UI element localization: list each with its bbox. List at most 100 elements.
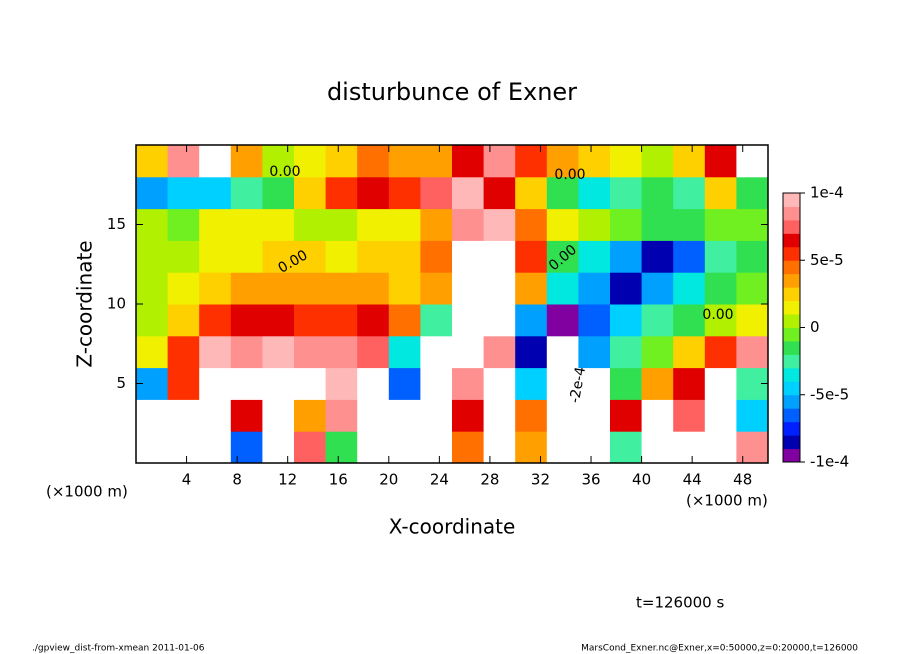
cell: [420, 431, 453, 464]
cell: [136, 431, 169, 464]
colorbar-swatch: [783, 300, 800, 315]
colorbar-swatch: [783, 435, 800, 450]
cell: [199, 367, 232, 400]
cell: [452, 335, 485, 369]
cell: [388, 304, 421, 337]
cell: [294, 304, 327, 337]
cell: [357, 208, 390, 241]
cell: [357, 335, 390, 369]
cell: [641, 335, 674, 369]
colorbar-swatch: [783, 367, 800, 382]
cell: [357, 145, 390, 178]
cell: [483, 272, 516, 305]
cell: [641, 208, 674, 241]
cell: [610, 145, 643, 178]
colorbar-swatch: [783, 193, 800, 207]
cell: [610, 272, 643, 305]
cell: [230, 176, 263, 210]
y-tick-label: 15: [107, 215, 126, 233]
cell: [578, 399, 611, 432]
cell: [610, 176, 643, 210]
cell: [673, 240, 706, 273]
cell: [325, 176, 358, 210]
cell: [673, 335, 706, 369]
cell: [388, 399, 421, 432]
cell: [388, 145, 421, 178]
cell: [420, 304, 453, 337]
cell: [230, 367, 263, 400]
colorbar-swatch: [783, 421, 800, 436]
cell: [641, 431, 674, 464]
cell: [357, 240, 390, 273]
cell: [167, 208, 200, 241]
cell: [515, 145, 548, 178]
cell: [420, 367, 453, 400]
cell: [199, 176, 232, 210]
cell: [357, 431, 390, 464]
cell: [515, 176, 548, 210]
cell: [167, 335, 200, 369]
cell: [136, 304, 169, 337]
cell: [262, 208, 295, 241]
cell: [704, 145, 737, 178]
cell: [262, 272, 295, 305]
cell: [357, 367, 390, 400]
cell: [673, 208, 706, 241]
cell: [515, 272, 548, 305]
cell: [610, 367, 643, 400]
field: [136, 145, 769, 464]
cell: [167, 304, 200, 337]
cell: [736, 399, 769, 432]
cell: [420, 176, 453, 210]
cell: [673, 272, 706, 305]
cell: [167, 145, 200, 178]
cell: [673, 176, 706, 210]
cell: [325, 399, 358, 432]
colorbar-swatch: [783, 394, 800, 409]
x-tick-label: 36: [581, 471, 600, 489]
cell: [546, 240, 579, 273]
cell: [610, 399, 643, 432]
colorbar-swatch: [783, 314, 800, 328]
cell: [483, 399, 516, 432]
y-tick-label: 10: [107, 295, 126, 313]
cell: [167, 272, 200, 305]
cell: [420, 272, 453, 305]
cell: [199, 431, 232, 464]
cell: [704, 431, 737, 464]
cell: [230, 272, 263, 305]
cell: [515, 208, 548, 241]
colorbar-swatch: [783, 354, 800, 369]
colorbar-swatch: [783, 381, 800, 396]
cell: [578, 145, 611, 178]
cell: [641, 176, 674, 210]
cell: [704, 208, 737, 241]
cell: [673, 304, 706, 337]
cell: [388, 431, 421, 464]
cell: [325, 367, 358, 400]
cell: [325, 431, 358, 464]
cell: [420, 145, 453, 178]
cell: [388, 208, 421, 241]
cell: [736, 176, 769, 210]
cell: [578, 208, 611, 241]
cell: [736, 145, 769, 178]
cell: [546, 272, 579, 305]
colorbar-swatch: [783, 273, 800, 288]
cell: [736, 272, 769, 305]
cell: [167, 399, 200, 432]
y-tick-label: 5: [116, 374, 126, 392]
cell: [578, 176, 611, 210]
cell: [704, 399, 737, 432]
cell: [736, 240, 769, 273]
cell: [452, 145, 485, 178]
cell: [136, 240, 169, 273]
x-tick-label: 20: [379, 471, 398, 489]
cell: [388, 367, 421, 400]
cell: [262, 431, 295, 464]
cell: [294, 145, 327, 178]
cell: [167, 240, 200, 273]
cell: [136, 272, 169, 305]
y-unit-label: (×1000 m): [46, 483, 128, 501]
